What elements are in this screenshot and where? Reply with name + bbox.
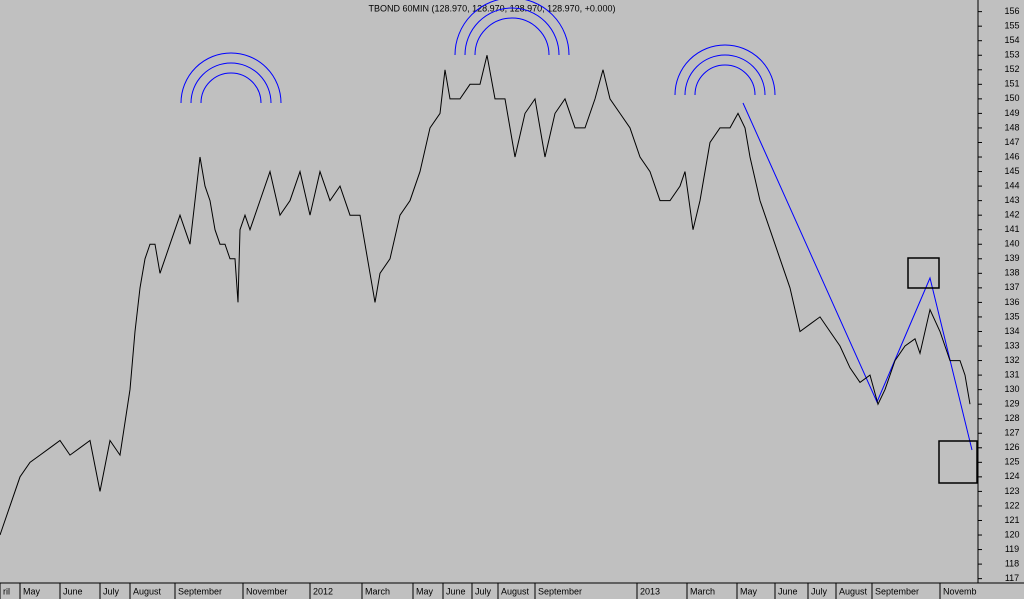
y-tick-label: 156 <box>1004 6 1019 16</box>
x-tick-label: May <box>416 586 434 596</box>
y-tick-label: 145 <box>1004 166 1019 176</box>
y-tick-label: 143 <box>1004 195 1019 205</box>
y-tick-label: 125 <box>1004 457 1019 467</box>
arc <box>454 0 570 56</box>
y-tick-label: 118 <box>1005 558 1019 568</box>
y-tick-label: 146 <box>1004 151 1019 161</box>
box <box>907 257 940 289</box>
y-tick-label: 134 <box>1004 326 1019 336</box>
y-tick-label: 154 <box>1004 35 1019 45</box>
y-tick-label: 142 <box>1004 210 1019 220</box>
trend-line <box>742 102 973 451</box>
y-tick-label: 131 <box>1004 369 1019 379</box>
y-tick-label: 138 <box>1004 268 1019 278</box>
x-tick-label: June <box>778 586 798 596</box>
y-tick-label: 132 <box>1004 355 1019 365</box>
box <box>938 440 978 484</box>
y-tick-label: 135 <box>1004 311 1019 321</box>
y-tick-label: 151 <box>1004 79 1019 89</box>
y-tick-label: 148 <box>1004 122 1019 132</box>
y-tick-label: 149 <box>1004 108 1019 118</box>
x-tick-label: March <box>365 586 390 596</box>
x-tick-label: November <box>246 586 288 596</box>
x-tick-label: August <box>133 586 162 596</box>
annotations <box>180 0 978 484</box>
y-tick-label: 139 <box>1004 253 1019 263</box>
x-tick-label: September <box>875 586 919 596</box>
y-tick-label: 140 <box>1004 239 1019 249</box>
y-tick-label: 141 <box>1004 224 1019 234</box>
y-tick-label: 153 <box>1004 50 1019 60</box>
y-tick-label: 127 <box>1004 428 1019 438</box>
x-tick-label: June <box>446 586 466 596</box>
y-tick-label: 124 <box>1004 471 1019 481</box>
y-tick-label: 121 <box>1004 515 1019 525</box>
arc <box>674 44 776 96</box>
y-tick-label: 147 <box>1004 137 1019 147</box>
price-line <box>0 55 971 536</box>
y-tick-label: 130 <box>1004 384 1019 394</box>
y-tick-label: 133 <box>1004 340 1019 350</box>
x-tick-label: August <box>501 586 530 596</box>
x-tick-label: August <box>839 586 868 596</box>
y-tick-label: 129 <box>1004 399 1019 409</box>
x-tick-label: May <box>740 586 758 596</box>
x-tick-label: September <box>538 586 582 596</box>
y-tick-label: 123 <box>1004 486 1019 496</box>
y-tick-label: 136 <box>1004 297 1019 307</box>
x-tick-label: 2012 <box>313 586 333 596</box>
y-tick-label: 126 <box>1004 442 1019 452</box>
x-tick-label: June <box>63 586 83 596</box>
y-tick-label: 120 <box>1004 529 1019 539</box>
x-tick-label: ril <box>3 586 10 596</box>
y-tick-label: 155 <box>1004 21 1019 31</box>
x-tick-label: 2013 <box>640 586 660 596</box>
x-tick-label: September <box>178 586 222 596</box>
x-tick-label: May <box>23 586 41 596</box>
y-tick-label: 137 <box>1004 282 1019 292</box>
x-tick-label: July <box>475 586 492 596</box>
y-tick-label: 117 <box>1005 573 1019 583</box>
x-tick-label: July <box>103 586 120 596</box>
x-tick-label: March <box>690 586 715 596</box>
y-tick-label: 150 <box>1004 93 1019 103</box>
y-tick-label: 144 <box>1004 180 1019 190</box>
y-tick-label: 122 <box>1004 500 1019 510</box>
x-tick-label: July <box>811 586 828 596</box>
y-tick-label: 152 <box>1004 64 1019 74</box>
x-tick-label: Novemb <box>943 586 977 596</box>
y-tick-label: 119 <box>1005 544 1019 554</box>
y-tick-label: 128 <box>1004 413 1019 423</box>
arc <box>180 52 282 104</box>
chart-title: TBOND 60MIN (128.970, 128.970, 128.970, … <box>369 3 616 13</box>
